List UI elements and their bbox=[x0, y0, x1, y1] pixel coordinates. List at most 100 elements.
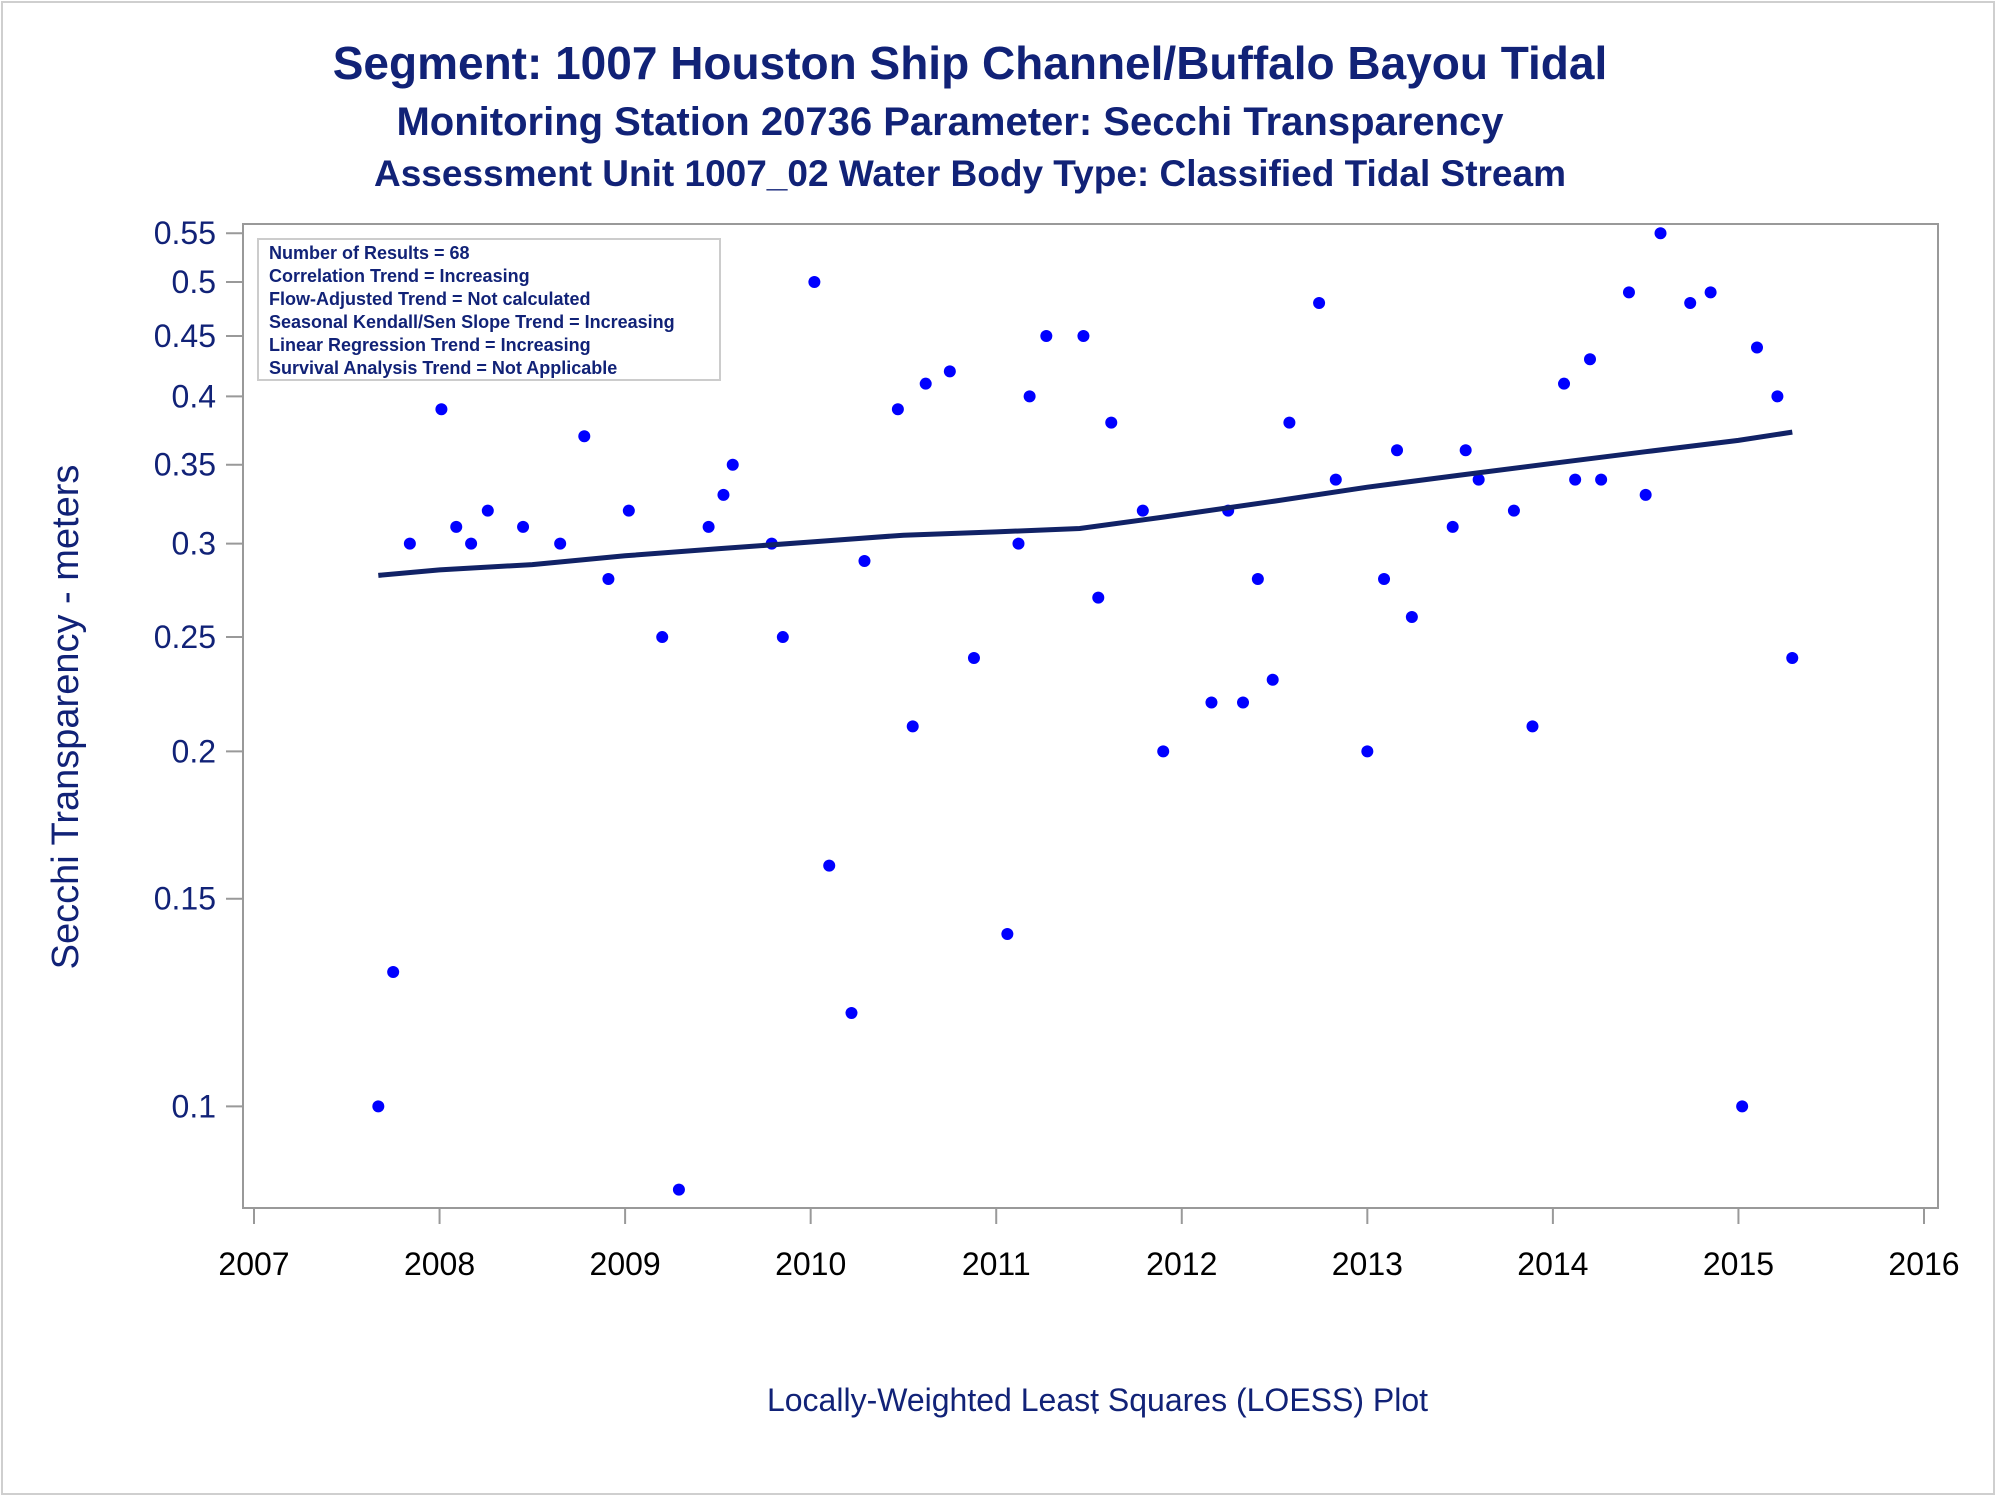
y-tick-label: 0.2 bbox=[172, 733, 216, 769]
y-tick-label: 0.4 bbox=[172, 378, 216, 414]
data-point bbox=[1595, 473, 1608, 486]
stats-box-border bbox=[257, 238, 721, 381]
data-point bbox=[1136, 504, 1149, 517]
data-point bbox=[602, 573, 615, 586]
stats-seasonal-kendall-trend: Seasonal Kendall/Sen Slope Trend = Incre… bbox=[269, 312, 675, 332]
data-point bbox=[717, 488, 730, 501]
x-tick-label: 2016 bbox=[1888, 1246, 1959, 1282]
data-points bbox=[372, 227, 1799, 1196]
data-point bbox=[845, 1006, 858, 1019]
data-point bbox=[726, 458, 739, 471]
data-point bbox=[450, 520, 463, 533]
data-point bbox=[1378, 573, 1391, 586]
data-point bbox=[554, 537, 567, 550]
data-point bbox=[1526, 720, 1539, 733]
y-tick-label: 0.25 bbox=[154, 619, 216, 655]
x-tick-label: 2010 bbox=[775, 1246, 846, 1282]
data-point bbox=[1105, 416, 1118, 429]
y-tick-label: 0.45 bbox=[154, 318, 216, 354]
plot-area bbox=[242, 223, 1939, 1209]
x-tick-label: 2009 bbox=[590, 1246, 661, 1282]
data-point bbox=[1684, 296, 1697, 309]
data-point bbox=[1077, 330, 1090, 343]
data-point bbox=[1786, 651, 1799, 664]
data-point bbox=[1040, 330, 1053, 343]
data-point bbox=[1157, 745, 1170, 758]
plot-method-footnote: Locally-Weighted Least Squares (LOESS) P… bbox=[766, 1382, 1429, 1418]
data-point bbox=[1205, 696, 1218, 709]
x-tick-label: 2012 bbox=[1146, 1246, 1217, 1282]
data-point bbox=[1472, 473, 1485, 486]
data-point bbox=[1313, 296, 1326, 309]
data-point bbox=[1266, 673, 1279, 686]
data-point bbox=[823, 859, 836, 872]
data-point bbox=[776, 631, 789, 644]
chart-subtitle-assessment: Assessment Unit 1007_02 Water Body Type:… bbox=[374, 153, 1566, 194]
data-point bbox=[906, 720, 919, 733]
data-point bbox=[578, 430, 591, 443]
x-tick-label: 2011 bbox=[962, 1246, 1031, 1282]
data-point bbox=[403, 537, 416, 550]
x-axis: 2007 2008 2009 2010 2011 2012 2013 2014 2015 2016 bbox=[218, 1208, 1960, 1282]
y-tick-label: 0.5 bbox=[172, 264, 216, 300]
data-point bbox=[967, 651, 980, 664]
data-point bbox=[1329, 473, 1342, 486]
x-tick-label: 2013 bbox=[1332, 1246, 1403, 1282]
data-point bbox=[1283, 416, 1296, 429]
data-point bbox=[622, 504, 635, 517]
data-point bbox=[517, 520, 530, 533]
x-tick-label: 2014 bbox=[1517, 1246, 1588, 1282]
data-point bbox=[1391, 444, 1404, 457]
stats-flow-adjusted-trend: Flow-Adjusted Trend = Not calculated bbox=[269, 289, 591, 309]
data-point bbox=[1012, 537, 1025, 550]
data-point bbox=[481, 504, 494, 517]
data-point bbox=[1237, 696, 1250, 709]
data-point bbox=[1251, 573, 1264, 586]
data-point bbox=[1622, 286, 1635, 299]
x-tick-label: 2008 bbox=[404, 1246, 475, 1282]
stats-linear-regression-trend: Linear Regression Trend = Increasing bbox=[269, 335, 591, 355]
data-point bbox=[1704, 286, 1717, 299]
trend-stats-box: Number of Results = 68 Correlation Trend… bbox=[257, 238, 721, 381]
stats-correlation-trend: Correlation Trend = Increasing bbox=[269, 266, 530, 286]
data-point bbox=[656, 631, 669, 644]
stats-survival-analysis-trend: Survival Analysis Trend = Not Applicable bbox=[269, 358, 617, 378]
data-point bbox=[672, 1183, 685, 1196]
data-point bbox=[465, 537, 478, 550]
y-axis-title: Secchi Transparency - meters bbox=[45, 465, 87, 970]
data-point bbox=[891, 403, 904, 416]
data-point bbox=[1654, 227, 1667, 240]
y-tick-label: 0.55 bbox=[154, 215, 216, 251]
data-point bbox=[919, 377, 932, 390]
y-axis: 0.1 0.15 0.2 0.25 0.3 0.35 0.4 0.45 0.5 0.55 bbox=[154, 215, 243, 1124]
data-point bbox=[1558, 377, 1571, 390]
data-point bbox=[1771, 390, 1784, 403]
data-point bbox=[435, 403, 448, 416]
stats-results-count: Number of Results = 68 bbox=[269, 243, 470, 263]
chart-title: Segment: 1007 Houston Ship Channel/Buffa… bbox=[332, 37, 1608, 89]
data-point bbox=[1023, 390, 1036, 403]
footnote-mark: ' bbox=[1093, 1404, 1098, 1431]
data-point bbox=[1405, 610, 1418, 623]
x-tick-label: 2007 bbox=[218, 1246, 289, 1282]
data-point bbox=[1361, 745, 1374, 758]
data-point bbox=[1507, 504, 1520, 517]
data-point bbox=[1569, 473, 1582, 486]
data-point bbox=[1584, 353, 1596, 366]
data-point bbox=[1446, 520, 1459, 533]
data-point bbox=[808, 276, 821, 289]
data-point bbox=[387, 965, 400, 978]
y-tick-label: 0.1 bbox=[172, 1088, 216, 1124]
y-tick-label: 0.35 bbox=[154, 447, 216, 483]
data-point bbox=[1459, 444, 1472, 457]
data-point bbox=[1736, 1100, 1749, 1113]
data-point bbox=[858, 555, 871, 568]
x-tick-label: 2015 bbox=[1703, 1246, 1774, 1282]
data-point bbox=[702, 520, 715, 533]
chart-subtitle-station: Monitoring Station 20736 Parameter: Secc… bbox=[396, 100, 1504, 144]
data-point bbox=[943, 365, 956, 378]
y-tick-label: 0.15 bbox=[154, 881, 216, 917]
data-point bbox=[1092, 591, 1105, 604]
y-tick-label: 0.3 bbox=[172, 526, 216, 562]
